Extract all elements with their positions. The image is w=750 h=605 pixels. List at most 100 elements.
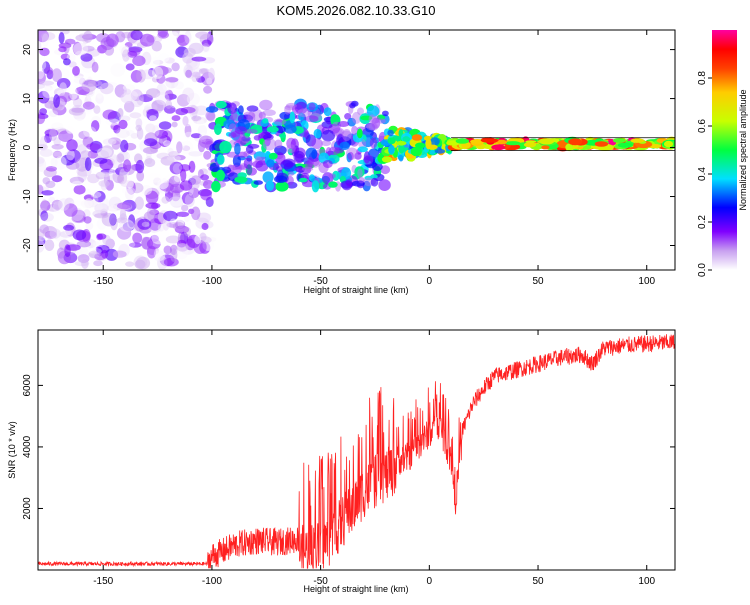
colorbar-tick-label: 0.2: [697, 215, 708, 229]
x-tick-label: 0: [427, 276, 433, 287]
spectrogram-cell: [349, 102, 356, 109]
x-tick-label: 50: [532, 576, 544, 587]
spectrogram-cell: [149, 209, 160, 216]
y-tick-label: 6000: [22, 374, 33, 397]
spectrogram-cell: [357, 146, 368, 153]
spectrogram-cell: [77, 254, 90, 264]
spectrogram-cell: [200, 68, 210, 74]
spectrogram-cell: [337, 121, 350, 127]
spectrogram-cell: [78, 130, 90, 140]
spectrogram-cell: [130, 30, 143, 41]
spectrogram-cell: [261, 143, 267, 153]
spectrogram-cell: [219, 140, 232, 154]
spectrogram-cell: [135, 124, 142, 132]
spectrogram-cell: [129, 242, 142, 248]
spectrogram-cell: [243, 150, 250, 158]
spectrogram-cell: [154, 129, 168, 139]
spectrogram-cell: [183, 47, 196, 57]
spectrogram-cell: [164, 105, 176, 114]
spectrogram-cell: [175, 108, 188, 116]
spectrogram-cell: [166, 155, 181, 162]
spectrogram-cell: [265, 180, 275, 191]
spectrogram-cell: [128, 241, 136, 248]
spectrogram-cell: [188, 160, 196, 173]
spectrogram-cell: [293, 150, 305, 164]
spectrogram-cell: [196, 119, 205, 126]
spectrogram-cell: [382, 110, 389, 117]
spectrogram-cell: [234, 176, 248, 183]
spectrogram-cell: [145, 88, 161, 99]
spectrogram-cell: [176, 94, 191, 107]
x-tick-label: -100: [202, 576, 222, 587]
colorbar-tick-label: 0.0: [697, 263, 708, 277]
spectrogram-cell: [630, 138, 645, 143]
y-tick-label: 2000: [22, 497, 33, 520]
spectrogram-cell: [144, 158, 156, 168]
spectrogram-cell: [202, 179, 214, 189]
spectrogram-cell: [168, 196, 184, 207]
spectrogram-cell: [244, 128, 258, 134]
spectrogram-cell: [137, 218, 152, 230]
spectrogram-cell: [301, 166, 314, 172]
spectrogram-cell: [110, 63, 125, 77]
spectrogram-cell: [101, 212, 117, 227]
spectrogram-cell: [368, 114, 376, 124]
spectrogram-cell: [93, 190, 106, 203]
spectrogram-cell: [172, 221, 185, 231]
spectrogram-cell: [181, 192, 194, 205]
spectrogram-cell: [342, 129, 352, 141]
spectrogram-cell: [253, 180, 263, 185]
spectrogram-cell: [196, 212, 212, 223]
colorbar-label: Normalized spectral amplitude: [738, 89, 748, 210]
spectrogram-cell: [205, 106, 219, 113]
spectrogram-cell: [117, 150, 130, 162]
spectrogram-cell: [410, 146, 422, 157]
spectrogram-cell: [455, 138, 470, 144]
spectrogram-cell: [38, 228, 45, 240]
spectrogram-cell: [313, 128, 322, 139]
spectrogram-cell: [130, 132, 139, 139]
spectrogram-cell: [141, 221, 150, 228]
spectrogram-cell: [198, 45, 211, 54]
spectrogram-cell: [119, 213, 128, 224]
spectrogram-cell: [45, 166, 58, 172]
spectrogram-cell: [52, 201, 65, 214]
spectrogram-cell: [297, 108, 311, 118]
spectrogram-cell: [197, 236, 212, 244]
spectrogram-cell: [344, 113, 352, 120]
spectrogram-cell: [395, 141, 407, 146]
spectrogram-cell: [370, 174, 378, 179]
spectrogram-cell: [157, 102, 164, 109]
spectrogram-cell: [182, 87, 195, 102]
spectrogram-cell: [491, 144, 506, 151]
spectrogram-cell: [165, 235, 181, 244]
spectrogram-cell: [154, 248, 161, 258]
spectrogram-cell: [44, 66, 53, 75]
spectrogram-cell: [155, 92, 170, 105]
spectrogram-cell: [95, 171, 106, 180]
spectrogram-cell: [88, 247, 102, 255]
spectrogram-cell: [66, 149, 75, 161]
spectrogram-cell: [387, 129, 394, 137]
spectrogram-cell: [157, 31, 169, 39]
spectrogram-cell: [370, 177, 379, 187]
spectrogram-cell: [111, 153, 118, 165]
spectrogram-cell: [105, 118, 120, 126]
spectrogram-cell: [113, 124, 121, 134]
spectrogram-cell: [266, 126, 279, 133]
spectrogram-cell: [93, 105, 101, 114]
spectrogram-cell: [387, 137, 396, 145]
spectrogram-cell: [191, 115, 202, 122]
spectrogram-cell: [116, 129, 130, 139]
spectrogram-cell: [150, 56, 160, 67]
snr-x-ticks: -150 -100 -50 0 50 100: [93, 330, 656, 587]
colorbar-gradient: [712, 30, 737, 270]
spectrogram-cell: [63, 224, 75, 231]
spectrogram-cell: [480, 138, 499, 143]
spectrogram-cell: [119, 44, 130, 55]
spectrogram-cell: [323, 107, 332, 117]
spectrogram-cell: [157, 178, 169, 190]
spectrogram-cell: [188, 174, 196, 181]
spectrogram-y-label: Frequency (Hz): [7, 119, 17, 181]
spectrogram-cell: [40, 32, 56, 41]
